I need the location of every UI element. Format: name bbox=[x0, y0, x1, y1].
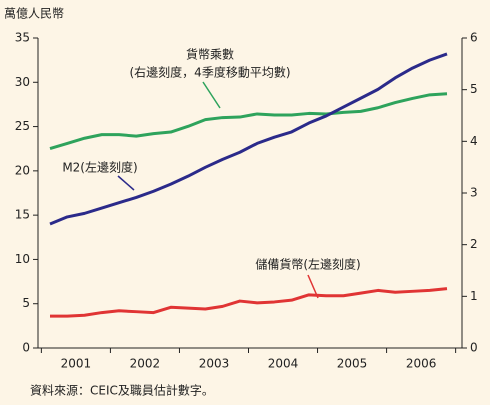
pointer bbox=[117, 175, 135, 191]
pointer bbox=[202, 81, 221, 109]
series-label: M2(左邊刻度) bbox=[62, 160, 137, 175]
x-tick-label: 2001 bbox=[61, 357, 92, 371]
series-label: 儲備貨幣(左邊刻度) bbox=[255, 257, 360, 272]
x-tick-label: 2004 bbox=[268, 357, 299, 371]
y2-tick-label: 5 bbox=[470, 82, 478, 96]
x-tick-label: 2003 bbox=[199, 357, 230, 371]
y2-tick-label: 2 bbox=[470, 237, 478, 251]
y-axis-title: 萬億人民幣 bbox=[4, 7, 64, 21]
y-tick-label: 15 bbox=[15, 208, 30, 222]
source-note: 資料來源：CEIC及職員估計數字。 bbox=[30, 383, 214, 398]
series-note: (右邊刻度，4季度移動平均數) bbox=[130, 65, 291, 80]
y2-tick-label: 1 bbox=[470, 289, 478, 303]
y-tick-label: 30 bbox=[15, 75, 30, 89]
y-tick-label: 5 bbox=[22, 296, 30, 310]
x-tick-label: 2006 bbox=[406, 357, 437, 371]
series-line bbox=[50, 287, 448, 318]
y-tick-label: 0 bbox=[22, 341, 30, 355]
y-tick-label: 25 bbox=[15, 119, 30, 133]
y-tick-label: 20 bbox=[15, 163, 30, 177]
y2-tick-label: 4 bbox=[470, 134, 478, 148]
y2-tick-label: 0 bbox=[470, 341, 478, 355]
x-tick-label: 2002 bbox=[130, 357, 161, 371]
x-tick-label: 2005 bbox=[337, 357, 368, 371]
y2-tick-label: 6 bbox=[470, 31, 478, 45]
y-tick-label: 35 bbox=[15, 31, 30, 45]
series-line bbox=[49, 92, 448, 151]
series-line bbox=[49, 52, 448, 226]
y-tick-label: 10 bbox=[15, 252, 30, 266]
y2-tick-label: 3 bbox=[470, 186, 478, 200]
series-label: 貨幣乘數 bbox=[186, 47, 234, 62]
